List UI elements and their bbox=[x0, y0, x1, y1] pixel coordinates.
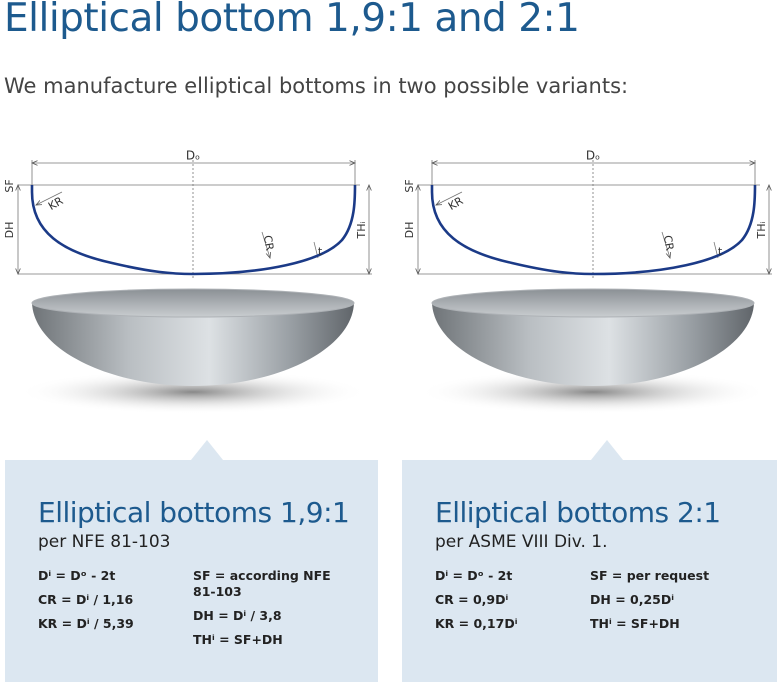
dimension-line bbox=[36, 191, 63, 205]
dimension-label: THᵢ bbox=[755, 221, 768, 239]
dimension-label: t bbox=[318, 245, 323, 258]
dimension-line bbox=[261, 231, 270, 258]
bowl-rim bbox=[431, 288, 755, 318]
variant-diagram: Dₒ SF DH THᵢ KR CR t bbox=[403, 149, 772, 414]
page-title: Elliptical bottom 1,9:1 and 2:1 bbox=[4, 0, 580, 41]
formula: KR = 0,17Dⁱ bbox=[435, 616, 518, 631]
dimension-label: THᵢ bbox=[355, 221, 368, 239]
dimension-label: DH bbox=[403, 222, 416, 239]
profile-curve bbox=[430, 184, 757, 276]
formula: SF = per request bbox=[590, 568, 710, 583]
formula: CR = 0,9Dⁱ bbox=[435, 592, 509, 607]
profile-curve bbox=[30, 184, 357, 276]
dimension-label: SF bbox=[3, 179, 16, 192]
formula: Dⁱ = Dᵒ - 2t bbox=[38, 568, 116, 583]
formula-column: SF = per request DH = 0,25Dⁱ THⁱ = SF+DH bbox=[590, 568, 750, 640]
formula: KR = Dⁱ / 5,39 bbox=[38, 616, 134, 631]
panel-subtitle: per ASME VIII Div. 1. bbox=[435, 532, 608, 552]
formula-column: SF = according NFE 81-103 DH = Dⁱ / 3,8 TH… bbox=[193, 568, 353, 656]
bowl-shadow bbox=[418, 370, 768, 414]
diagrams: Dₒ SF DH THᵢ KR CR t Dₒ SF DH THᵢ KR CR t bbox=[3, 149, 772, 414]
formula: CR = Dⁱ / 1,16 bbox=[38, 592, 134, 607]
panel-subtitle: per NFE 81-103 bbox=[38, 532, 171, 552]
dimension-label: CR bbox=[261, 234, 277, 252]
panel-title: Elliptical bottoms 2:1 bbox=[435, 496, 721, 529]
dimension-label: KR bbox=[446, 194, 466, 213]
dimension-label: t bbox=[718, 245, 723, 258]
panel-title: Elliptical bottoms 1,9:1 bbox=[38, 496, 350, 529]
bowl-body bbox=[432, 303, 754, 386]
variant-diagram: Dₒ SF DH THᵢ KR CR t bbox=[3, 149, 372, 414]
bowl-body bbox=[32, 303, 354, 386]
variant-panel: Elliptical bottoms 2:1 per ASME VIII Div.… bbox=[402, 440, 777, 682]
formula: DH = Dⁱ / 3,8 bbox=[193, 608, 282, 623]
dimension-label: Dₒ bbox=[586, 149, 600, 163]
formula: Dⁱ = Dᵒ - 2t bbox=[435, 568, 513, 583]
dimension-label: Dₒ bbox=[186, 149, 200, 163]
dimension-label: CR bbox=[661, 234, 677, 252]
dimension-label: SF bbox=[403, 179, 416, 192]
formula-column: Dⁱ = Dᵒ - 2t CR = Dⁱ / 1,16 KR = Dⁱ / 5,39 bbox=[38, 568, 178, 640]
dimension-line bbox=[436, 191, 463, 205]
dimension-label: DH bbox=[3, 222, 16, 239]
dimension-label: KR bbox=[46, 194, 66, 213]
bowl-rim bbox=[31, 288, 355, 318]
formula: THⁱ = SF+DH bbox=[590, 616, 680, 631]
formula: THⁱ = SF+DH bbox=[193, 632, 283, 647]
intro-text: We manufacture elliptical bottoms in two… bbox=[4, 74, 629, 98]
variant-panel: Elliptical bottoms 1,9:1 per NFE 81-103 Dⁱ… bbox=[5, 440, 378, 682]
formula: DH = 0,25Dⁱ bbox=[590, 592, 674, 607]
formula: SF = according NFE 81-103 bbox=[193, 568, 331, 599]
formula-column: Dⁱ = Dᵒ - 2t CR = 0,9Dⁱ KR = 0,17Dⁱ bbox=[435, 568, 575, 640]
dimension-line bbox=[661, 231, 670, 258]
bowl-shadow bbox=[18, 370, 368, 414]
